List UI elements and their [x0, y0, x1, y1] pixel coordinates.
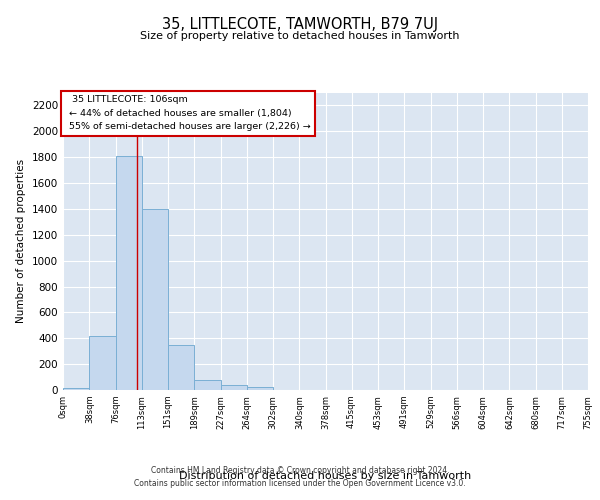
- Bar: [168, 344, 194, 390]
- Y-axis label: Number of detached properties: Number of detached properties: [16, 159, 26, 324]
- Bar: [63, 388, 89, 390]
- Text: 35, LITTLECOTE, TAMWORTH, B79 7UJ: 35, LITTLECOTE, TAMWORTH, B79 7UJ: [162, 18, 438, 32]
- X-axis label: Distribution of detached houses by size in Tamworth: Distribution of detached houses by size …: [179, 470, 472, 480]
- Bar: [116, 156, 142, 390]
- Bar: [221, 386, 247, 390]
- Text: 35 LITTLECOTE: 106sqm
 ← 44% of detached houses are smaller (1,804)
 55% of semi: 35 LITTLECOTE: 106sqm ← 44% of detached …: [65, 96, 310, 131]
- Text: Contains HM Land Registry data © Crown copyright and database right 2024.
Contai: Contains HM Land Registry data © Crown c…: [134, 466, 466, 487]
- Bar: [247, 388, 273, 390]
- Bar: [194, 380, 221, 390]
- Bar: [142, 209, 168, 390]
- Text: Size of property relative to detached houses in Tamworth: Size of property relative to detached ho…: [140, 31, 460, 41]
- Bar: [89, 336, 116, 390]
